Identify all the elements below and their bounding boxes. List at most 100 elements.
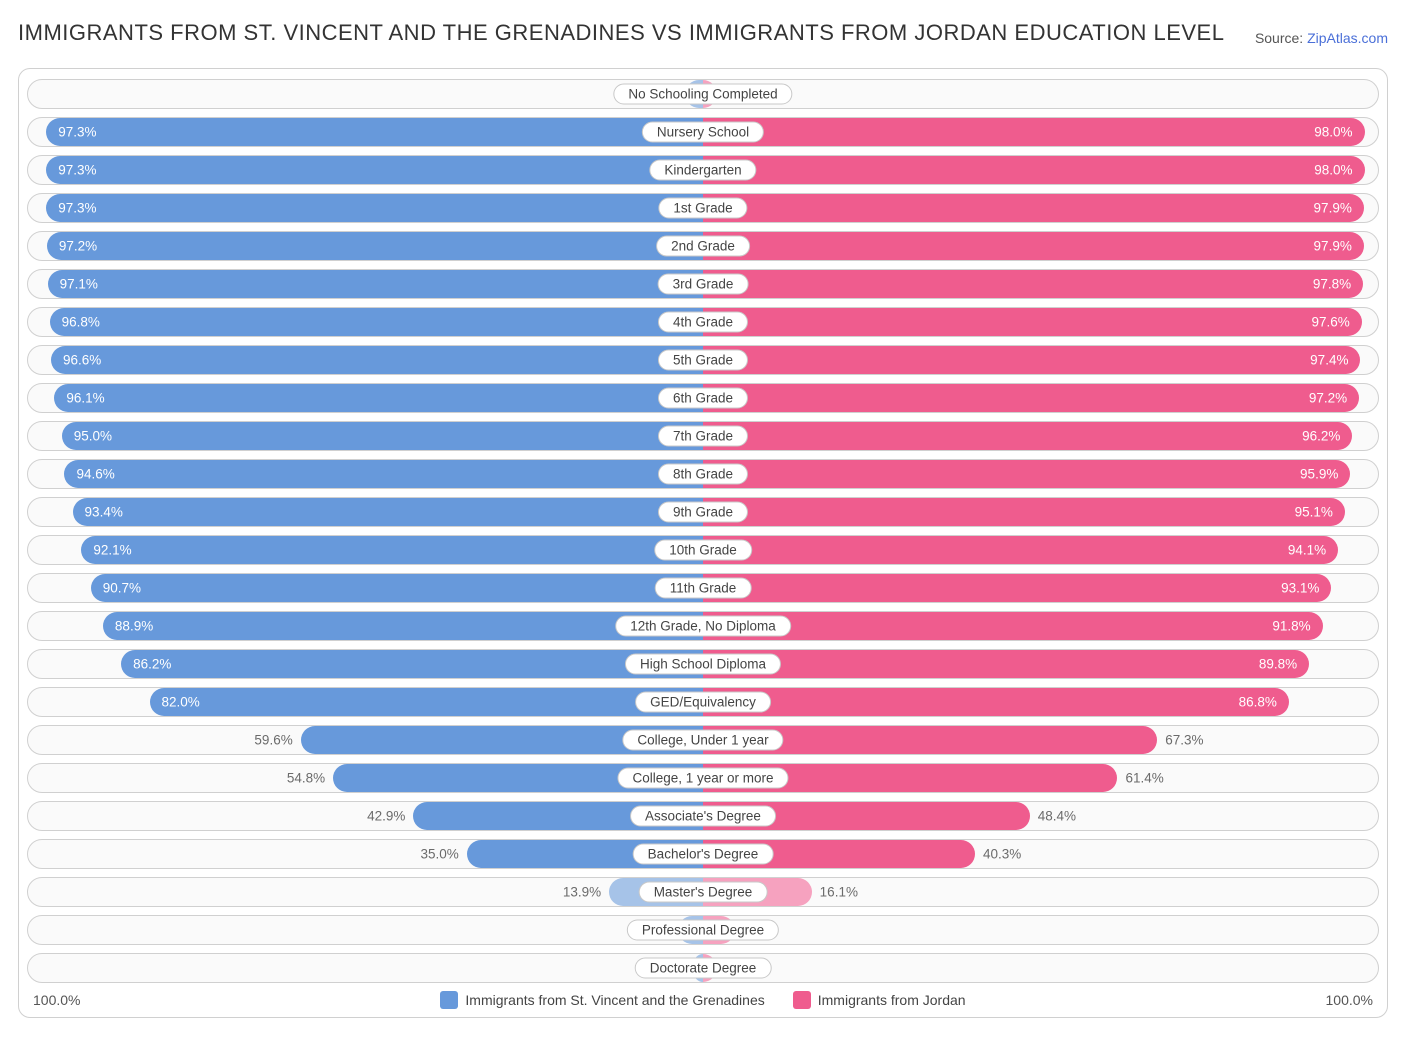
value-right: 40.3% (983, 847, 1021, 862)
legend-swatch-right (793, 991, 811, 1009)
value-left: 13.9% (563, 885, 601, 900)
bar-left (150, 688, 704, 716)
category-label: Nursery School (642, 122, 764, 143)
chart-row: 54.8% 61.4% College, 1 year or more (27, 763, 1379, 793)
category-label: Professional Degree (627, 920, 779, 941)
value-right: 97.2% (1309, 391, 1347, 406)
source-attribution: Source: ZipAtlas.com (1255, 30, 1388, 46)
category-label: 11th Grade (655, 578, 752, 599)
chart-row: 96.8%97.6%4th Grade (27, 307, 1379, 337)
bar-right (703, 270, 1363, 298)
value-right: 94.1% (1288, 543, 1326, 558)
category-label: 12th Grade, No Diploma (615, 616, 791, 637)
value-right: 86.8% (1239, 695, 1277, 710)
bar-left (46, 194, 703, 222)
chart-row: 97.3% 98.0% Kindergarten (27, 155, 1379, 185)
axis-left-max: 100.0% (33, 992, 80, 1008)
value-left: 54.8% (287, 771, 325, 786)
bar-right (703, 574, 1331, 602)
value-right: 96.2% (1302, 429, 1340, 444)
value-left: 97.3% (58, 163, 96, 178)
category-label: Bachelor's Degree (633, 844, 774, 865)
chart-title: IMMIGRANTS FROM ST. VINCENT AND THE GREN… (18, 20, 1224, 46)
value-right: 93.1% (1281, 581, 1319, 596)
value-left: 95.0% (74, 429, 112, 444)
value-right: 97.8% (1313, 277, 1351, 292)
bar-left (51, 346, 703, 374)
source-link[interactable]: ZipAtlas.com (1307, 30, 1388, 46)
chart-row: 90.7% 93.1% 11th Grade (27, 573, 1379, 603)
chart-row: 96.1%97.2%6th Grade (27, 383, 1379, 413)
value-left: 90.7% (103, 581, 141, 596)
chart-row: 35.0%40.3%Bachelor's Degree (27, 839, 1379, 869)
axis-right-max: 100.0% (1326, 992, 1373, 1008)
chart-row: 1.3%2.0%Doctorate Degree (27, 953, 1379, 983)
bar-left (121, 650, 703, 678)
category-label: Kindergarten (649, 160, 756, 181)
chart-row: 42.9% 48.4% Associate's Degree (27, 801, 1379, 831)
chart-row: 97.1%97.8%3rd Grade (27, 269, 1379, 299)
chart-row: 93.4% 95.1% 9th Grade (27, 497, 1379, 527)
category-label: 1st Grade (658, 198, 747, 219)
category-label: College, Under 1 year (622, 730, 783, 751)
value-left: 59.6% (254, 733, 292, 748)
category-label: 4th Grade (658, 312, 748, 333)
bar-right (703, 194, 1364, 222)
bar-left (64, 460, 703, 488)
value-right: 67.3% (1165, 733, 1203, 748)
category-label: No Schooling Completed (613, 84, 792, 105)
category-label: Master's Degree (639, 882, 768, 903)
value-left: 96.6% (63, 353, 101, 368)
legend-label-right: Immigrants from Jordan (818, 992, 966, 1008)
chart-row: 82.0%86.8%GED/Equivalency (27, 687, 1379, 717)
bar-right (703, 232, 1364, 260)
chart-row: 88.9%91.8%12th Grade, No Diploma (27, 611, 1379, 641)
category-label: Doctorate Degree (635, 958, 772, 979)
chart-row: 13.9% 16.1% Master's Degree (27, 877, 1379, 907)
value-right: 95.1% (1295, 505, 1333, 520)
value-left: 86.2% (133, 657, 171, 672)
category-label: 9th Grade (658, 502, 748, 523)
value-right: 61.4% (1125, 771, 1163, 786)
bar-right (703, 422, 1352, 450)
bar-left (46, 156, 703, 184)
value-left: 94.6% (76, 467, 114, 482)
chart-row: 95.0%96.2%7th Grade (27, 421, 1379, 451)
bar-right (703, 460, 1350, 488)
chart-container: 2.7%2.0%No Schooling Completed 97.3% 98.0%… (18, 68, 1388, 1018)
bar-right (703, 118, 1365, 146)
chart-row: 97.2%97.9%2nd Grade (27, 231, 1379, 261)
value-left: 88.9% (115, 619, 153, 634)
value-left: 42.9% (367, 809, 405, 824)
legend-item-left: Immigrants from St. Vincent and the Gren… (440, 991, 764, 1009)
bar-left (48, 270, 703, 298)
category-label: 2nd Grade (656, 236, 750, 257)
bar-right (703, 346, 1360, 374)
value-left: 97.1% (60, 277, 98, 292)
chart-footer: 100.0% Immigrants from St. Vincent and t… (27, 991, 1379, 1009)
value-left: 93.4% (85, 505, 123, 520)
bar-right (703, 156, 1365, 184)
chart-row: 2.7%2.0%No Schooling Completed (27, 79, 1379, 109)
category-label: 10th Grade (654, 540, 752, 561)
bar-left (103, 612, 703, 640)
category-label: College, 1 year or more (617, 768, 788, 789)
value-left: 97.2% (59, 239, 97, 254)
value-right: 48.4% (1038, 809, 1076, 824)
category-label: Associate's Degree (630, 806, 776, 827)
value-right: 98.0% (1314, 163, 1352, 178)
bar-left (91, 574, 703, 602)
value-right: 98.0% (1314, 125, 1352, 140)
bar-right (703, 688, 1289, 716)
value-right: 16.1% (820, 885, 858, 900)
chart-row: 3.7%4.7%Professional Degree (27, 915, 1379, 945)
legend: Immigrants from St. Vincent and the Gren… (440, 991, 965, 1009)
bar-left (47, 232, 703, 260)
value-left: 97.3% (58, 125, 96, 140)
chart-rows: 2.7%2.0%No Schooling Completed 97.3% 98.0%… (27, 79, 1379, 983)
chart-row: 86.2%89.8%High School Diploma (27, 649, 1379, 679)
value-right: 97.9% (1314, 201, 1352, 216)
value-right: 97.6% (1312, 315, 1350, 330)
bar-right (703, 612, 1323, 640)
bar-left (50, 308, 703, 336)
